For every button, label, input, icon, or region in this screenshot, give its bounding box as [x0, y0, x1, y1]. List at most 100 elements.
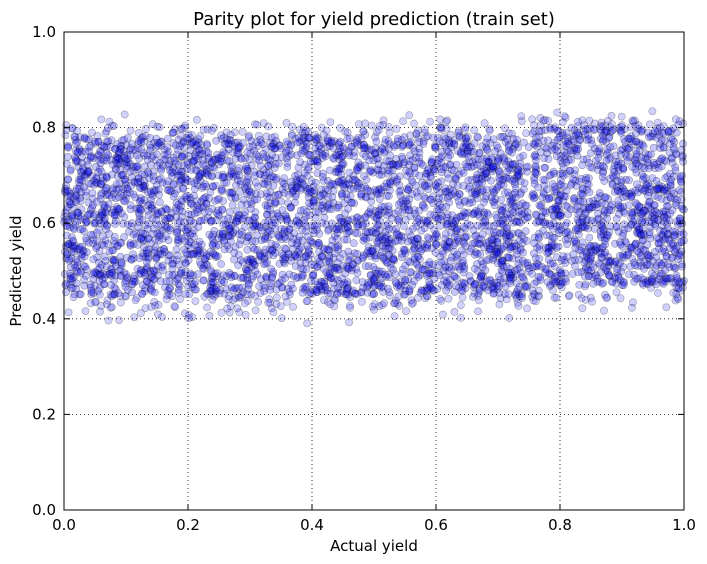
data-point: [634, 121, 643, 130]
data-point: [519, 151, 528, 160]
data-point: [534, 292, 542, 301]
data-point: [78, 176, 86, 185]
data-point: [115, 184, 123, 193]
data-point: [393, 229, 401, 237]
data-point: [116, 272, 125, 280]
data-point: [595, 259, 604, 268]
data-point: [329, 187, 338, 195]
data-point: [258, 226, 266, 235]
data-point: [135, 183, 144, 192]
data-point: [618, 145, 627, 154]
data-point: [534, 272, 543, 281]
data-point: [608, 172, 617, 180]
data-point: [483, 241, 492, 250]
data-point: [357, 190, 365, 198]
data-point: [278, 206, 287, 214]
data-point: [370, 290, 378, 298]
y-tick-label: 0.8: [32, 119, 56, 137]
data-point: [412, 153, 420, 162]
data-point: [243, 148, 252, 156]
data-point: [107, 136, 116, 145]
data-point: [72, 255, 80, 264]
data-point: [655, 258, 664, 267]
data-point: [552, 293, 561, 302]
data-point: [443, 194, 452, 202]
data-point: [206, 283, 215, 292]
data-point: [75, 185, 83, 193]
data-point: [177, 234, 186, 243]
data-point: [513, 135, 521, 144]
data-point: [419, 240, 427, 248]
data-point: [390, 312, 399, 320]
data-point: [260, 180, 269, 189]
data-point: [640, 231, 649, 239]
data-point: [555, 226, 564, 235]
data-point: [506, 231, 514, 240]
data-point: [585, 188, 594, 197]
data-point: [65, 240, 74, 249]
data-point: [186, 269, 195, 278]
data-point: [484, 286, 492, 295]
data-point: [505, 314, 514, 322]
data-point: [89, 275, 98, 283]
data-point: [367, 145, 376, 154]
data-point: [331, 151, 340, 160]
data-point: [323, 193, 332, 201]
data-point: [490, 289, 498, 297]
data-point: [103, 296, 112, 305]
data-point: [427, 269, 435, 278]
data-point: [547, 170, 555, 179]
data-point: [588, 297, 596, 306]
data-point: [242, 162, 250, 171]
data-point: [234, 250, 243, 259]
data-point: [253, 231, 262, 240]
data-point: [450, 272, 459, 281]
data-point: [204, 171, 212, 180]
data-point: [343, 229, 351, 238]
data-point: [408, 280, 417, 289]
data-point: [602, 257, 611, 266]
data-point: [208, 241, 217, 250]
data-point: [399, 140, 408, 149]
data-point: [450, 166, 459, 175]
data-point: [111, 285, 120, 294]
data-point: [375, 184, 384, 193]
data-point: [164, 147, 173, 156]
data-point: [658, 154, 667, 162]
data-point: [638, 214, 646, 223]
data-point: [389, 299, 398, 308]
data-point: [645, 133, 653, 142]
data-point: [482, 154, 491, 163]
data-point: [499, 132, 508, 141]
data-point: [237, 155, 246, 163]
data-point: [64, 192, 73, 200]
data-point: [110, 122, 118, 130]
data-point: [672, 274, 681, 282]
data-point: [117, 259, 126, 268]
data-point: [329, 254, 338, 262]
data-point: [72, 156, 81, 165]
data-point: [98, 275, 107, 284]
data-point: [511, 180, 519, 189]
data-point: [434, 182, 443, 191]
data-point: [81, 307, 90, 315]
data-point: [345, 301, 354, 310]
data-point: [67, 271, 75, 280]
data-point: [329, 144, 338, 152]
data-point: [503, 228, 511, 237]
data-point: [441, 184, 450, 193]
data-point: [334, 265, 343, 274]
data-point: [405, 287, 414, 296]
data-point: [599, 168, 607, 177]
data-point: [154, 236, 163, 245]
data-point: [335, 139, 343, 147]
data-point: [385, 208, 394, 217]
data-point: [432, 239, 440, 248]
data-point: [451, 173, 460, 181]
data-point: [389, 141, 398, 150]
data-point: [186, 271, 195, 279]
data-point: [148, 120, 157, 129]
data-point: [110, 211, 119, 220]
data-point: [282, 245, 290, 254]
data-point: [490, 201, 499, 210]
